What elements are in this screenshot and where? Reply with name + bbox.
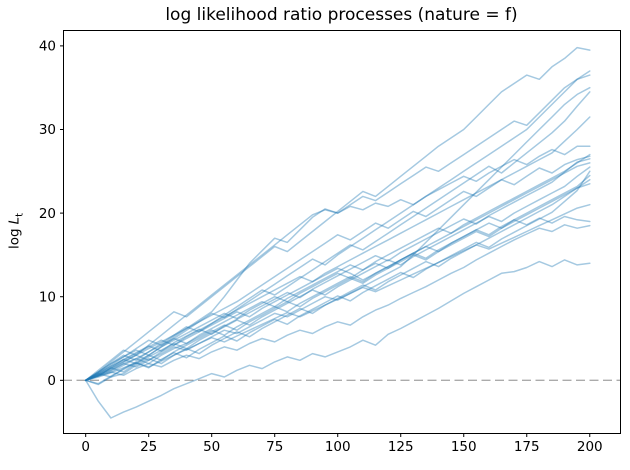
series-path-16 [84,74,591,382]
x-tick-label: 75 [266,439,283,455]
series-path-11 [84,153,591,382]
y-tick-label: 30 [39,122,56,138]
series-path-14 [84,91,591,382]
x-tick-label: 50 [203,439,220,455]
series-path-06 [84,174,591,382]
series-path-02 [84,224,591,382]
series-path-15 [84,86,591,382]
series-path-08 [84,166,591,382]
x-tick-label: 150 [451,439,477,455]
series-path-04 [84,183,591,382]
series-path-07 [84,170,591,385]
series-path-01 [84,259,591,419]
y-tick-label: 20 [39,206,56,222]
y-axis-label-var: L [6,216,23,225]
x-tick-label: 200 [577,439,603,455]
y-axis-label-sub: t [14,212,26,217]
y-tick-label: 0 [47,373,56,389]
series-path-12 [84,145,591,382]
series-path-19 [84,203,591,382]
x-tick-label: 0 [81,439,90,455]
series-path-09 [84,162,591,382]
chart-title: log likelihood ratio processes (nature =… [165,5,518,25]
series-path-18 [84,46,591,382]
x-tick-label: 25 [140,439,157,455]
series-path-13 [84,116,591,382]
y-axis-label-prefix: log [6,228,23,250]
series-path-03 [84,215,591,382]
series-path-20 [84,155,591,382]
series-path-05 [84,178,591,386]
y-tick-label: 40 [39,39,56,55]
y-tick-label: 10 [39,289,56,305]
axes-box [63,30,621,434]
series-path-10 [84,158,591,382]
y-axis-label: log Lt [7,213,26,249]
x-tick-label: 100 [325,439,351,455]
x-tick-label: 175 [514,439,540,455]
series-path-17 [84,70,591,382]
x-tick-label: 125 [388,439,414,455]
